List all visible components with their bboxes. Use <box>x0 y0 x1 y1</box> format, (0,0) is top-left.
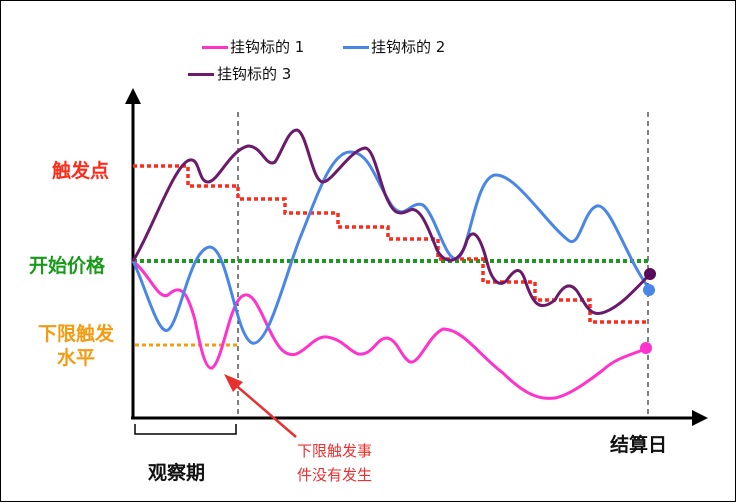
observation-bracket <box>134 424 237 435</box>
lower-trigger-label-line2: 水平 <box>57 347 96 369</box>
underlying-3-end-dot <box>644 268 656 280</box>
trigger-step-line <box>133 164 648 324</box>
legend-label-1: 挂钩标的 1 <box>230 38 305 56</box>
underlying-1-end-dot <box>640 342 652 354</box>
legend-swatch-1 <box>202 46 228 49</box>
annotation-text-line2: 件没有发生 <box>297 466 373 484</box>
legend-label-2: 挂钩标的 2 <box>371 38 446 56</box>
observation-period-label: 观察期 <box>148 462 206 484</box>
lower-trigger-label-line1: 下限触发 <box>38 323 115 345</box>
legend-swatch-3 <box>188 73 214 76</box>
trigger-point-label: 触发点 <box>52 160 110 182</box>
x-axis-arrow <box>692 410 708 426</box>
initial-price-label: 开始价格 <box>29 255 106 277</box>
y-axis-arrow <box>125 88 141 104</box>
underlying-1-path <box>132 259 649 400</box>
legend-label-3: 挂钩标的 3 <box>217 65 292 83</box>
annotation-arrow-shaft <box>231 381 297 438</box>
underlying-3-path <box>131 128 652 315</box>
annotation-arrow-head <box>224 374 243 392</box>
underlying-2-end-dot <box>643 284 655 296</box>
annotation-text-line1: 下限触发事 <box>297 442 373 460</box>
legend-swatch-2 <box>343 46 369 49</box>
settlement-date-label: 结算日 <box>610 434 668 456</box>
